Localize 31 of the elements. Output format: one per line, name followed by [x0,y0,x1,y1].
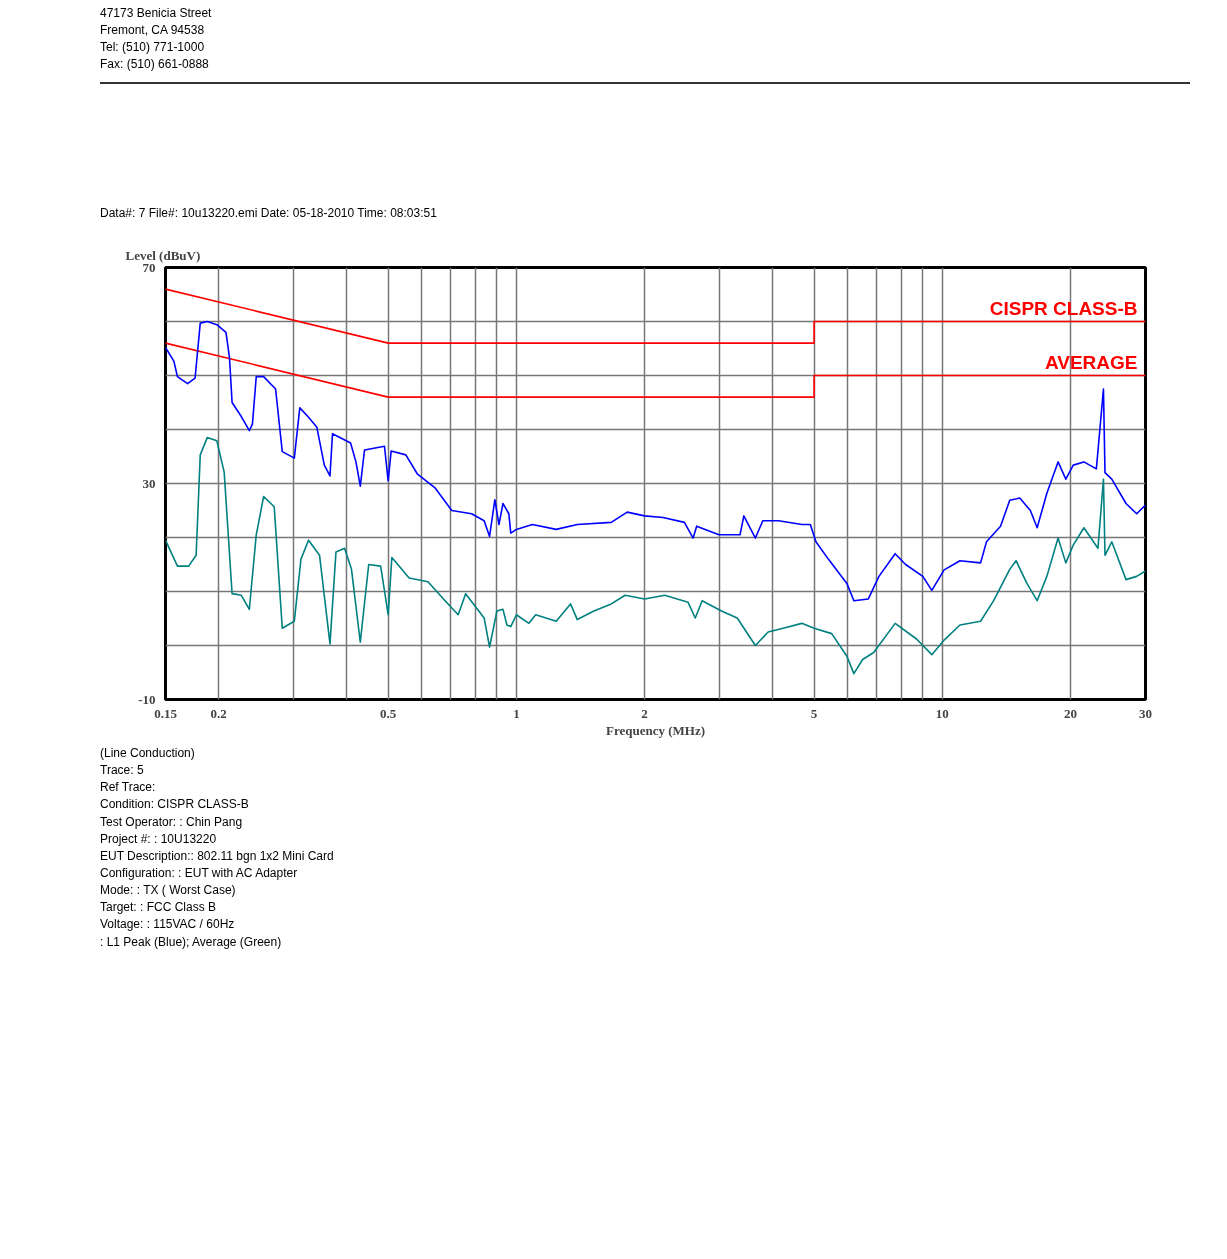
x-tick-label: 2 [641,705,648,721]
text: (Line Conduction) [100,745,196,762]
text: EUT Description:: 802.11 bgn 1x2 Mini Card [100,847,334,865]
text: Configuration: : EUT with AC Adapter [100,865,299,882]
y-tick-label: 30 [142,475,156,491]
x-tick-label: 10 [935,705,949,721]
x-tick-label: 0.5 [380,705,397,721]
text: Test Operator: : Chin Pang [100,813,244,831]
text: Condition: CISPR CLASS-B [100,796,250,814]
text: : L1 Peak (Blue); Average (Green) [100,933,283,951]
x-tick-label: 30 [1139,705,1152,721]
x-tick-label: 20 [1064,705,1077,721]
text: Fremont, CA 94538 [100,22,206,40]
text: Project #: : 10U13220 [100,830,218,848]
text: Voltage: : 115VAC / 60Hz [100,916,236,934]
x-tick-label: 5 [810,705,818,721]
text: Target: : FCC Class B [100,899,218,917]
series-label: AVERAGE [1044,351,1138,373]
y-tick-label: -10 [138,691,156,707]
text: Fax: (510) 661-0888 [100,56,210,74]
text: Mode: : TX ( Worst Case) [100,882,237,900]
x-tick-label: 0.2 [210,705,227,721]
x-axis-title: Frequency (MHz) [605,722,706,738]
chart-subtitle: Data#: 7 File#: 10u13220.emi Date: 05-18-2010 Time: 08:03:51 [100,205,437,222]
text: Trace: 5 [100,762,145,780]
series-label: CISPR CLASS-B [989,297,1138,319]
text: Tel: (510) 771-1000 [100,39,206,57]
x-tick-label: 1 [513,705,520,721]
text: Ref Trace: [100,779,157,797]
x-tick-label: 0.15 [154,705,178,721]
text: 47173 Benicia Street [100,5,213,22]
